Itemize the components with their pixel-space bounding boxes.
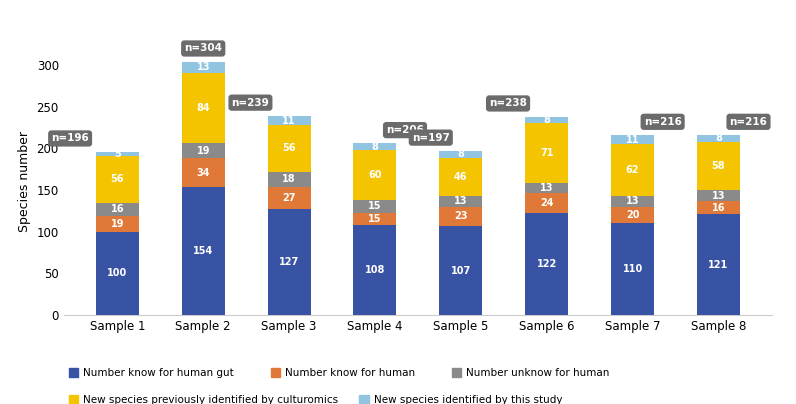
Text: 15: 15 bbox=[369, 214, 382, 224]
Text: n=206: n=206 bbox=[386, 125, 424, 135]
Bar bbox=[267, 172, 310, 187]
Bar bbox=[181, 62, 224, 73]
Text: 56: 56 bbox=[111, 174, 124, 184]
Bar bbox=[353, 150, 396, 200]
Text: 58: 58 bbox=[712, 161, 725, 171]
Text: 8: 8 bbox=[543, 115, 550, 125]
Text: 121: 121 bbox=[708, 260, 728, 270]
Text: 20: 20 bbox=[626, 210, 639, 220]
Text: n=196: n=196 bbox=[51, 133, 89, 143]
Text: n=304: n=304 bbox=[184, 44, 222, 53]
Bar bbox=[353, 143, 396, 150]
Text: 8: 8 bbox=[715, 133, 722, 143]
Bar bbox=[611, 135, 654, 144]
Bar bbox=[96, 152, 139, 156]
Text: 11: 11 bbox=[626, 135, 639, 145]
Text: 108: 108 bbox=[365, 265, 385, 275]
Text: 15: 15 bbox=[369, 201, 382, 211]
Text: 8: 8 bbox=[372, 142, 378, 152]
Text: 84: 84 bbox=[197, 103, 210, 113]
Bar bbox=[267, 187, 310, 209]
Bar bbox=[697, 201, 740, 214]
Text: 110: 110 bbox=[622, 264, 642, 274]
Bar bbox=[353, 213, 396, 225]
Bar bbox=[181, 158, 224, 187]
Text: 13: 13 bbox=[712, 191, 725, 200]
Bar bbox=[181, 73, 224, 143]
Text: 60: 60 bbox=[369, 170, 382, 180]
Text: n=216: n=216 bbox=[644, 117, 681, 127]
Text: 56: 56 bbox=[283, 143, 296, 154]
Bar bbox=[96, 232, 139, 315]
Text: 19: 19 bbox=[197, 145, 210, 156]
Bar bbox=[525, 194, 568, 213]
Bar bbox=[611, 207, 654, 223]
Bar bbox=[267, 116, 310, 125]
Bar bbox=[439, 226, 482, 315]
Bar bbox=[697, 135, 740, 142]
Text: n=239: n=239 bbox=[232, 98, 269, 107]
Text: n=197: n=197 bbox=[412, 133, 450, 143]
Bar bbox=[267, 209, 310, 315]
Text: 46: 46 bbox=[454, 172, 467, 182]
Bar bbox=[267, 125, 310, 172]
Bar bbox=[96, 203, 139, 216]
Text: 11: 11 bbox=[283, 116, 296, 126]
Text: 13: 13 bbox=[626, 196, 639, 206]
Bar bbox=[611, 223, 654, 315]
Text: 18: 18 bbox=[283, 174, 296, 184]
Bar bbox=[439, 207, 482, 226]
Bar bbox=[96, 156, 139, 203]
Bar bbox=[96, 216, 139, 232]
Text: 34: 34 bbox=[197, 168, 210, 178]
Text: n=238: n=238 bbox=[489, 99, 527, 108]
Bar bbox=[525, 117, 568, 124]
Text: 8: 8 bbox=[458, 149, 464, 159]
Bar bbox=[525, 124, 568, 183]
Bar bbox=[181, 187, 224, 315]
Text: 107: 107 bbox=[451, 265, 471, 276]
Text: n=216: n=216 bbox=[730, 117, 767, 127]
Bar bbox=[697, 190, 740, 201]
Bar bbox=[611, 196, 654, 207]
Text: 127: 127 bbox=[279, 257, 299, 267]
Bar bbox=[525, 183, 568, 194]
Text: 13: 13 bbox=[454, 196, 467, 206]
Text: 13: 13 bbox=[197, 62, 210, 72]
Text: 122: 122 bbox=[537, 259, 557, 269]
Text: 154: 154 bbox=[193, 246, 213, 256]
Legend: New species previously identified by culturomics, New species identified by this: New species previously identified by cul… bbox=[69, 395, 563, 404]
Bar bbox=[525, 213, 568, 315]
Text: 16: 16 bbox=[712, 203, 725, 213]
Bar bbox=[439, 151, 482, 158]
Text: 16: 16 bbox=[111, 204, 124, 214]
Text: 62: 62 bbox=[626, 165, 639, 175]
Bar bbox=[439, 158, 482, 196]
Text: 24: 24 bbox=[540, 198, 553, 208]
Bar bbox=[611, 144, 654, 196]
Text: 71: 71 bbox=[540, 148, 553, 158]
Text: 13: 13 bbox=[540, 183, 553, 193]
Bar bbox=[353, 200, 396, 213]
Text: 19: 19 bbox=[111, 219, 124, 229]
Text: 23: 23 bbox=[454, 211, 467, 221]
Bar bbox=[697, 142, 740, 190]
Bar bbox=[181, 143, 224, 158]
Text: 100: 100 bbox=[107, 268, 127, 278]
Text: 27: 27 bbox=[283, 193, 296, 203]
Bar bbox=[697, 214, 740, 315]
Y-axis label: Species number: Species number bbox=[18, 131, 31, 232]
Bar bbox=[353, 225, 396, 315]
Text: 5: 5 bbox=[114, 149, 121, 159]
Bar bbox=[439, 196, 482, 207]
